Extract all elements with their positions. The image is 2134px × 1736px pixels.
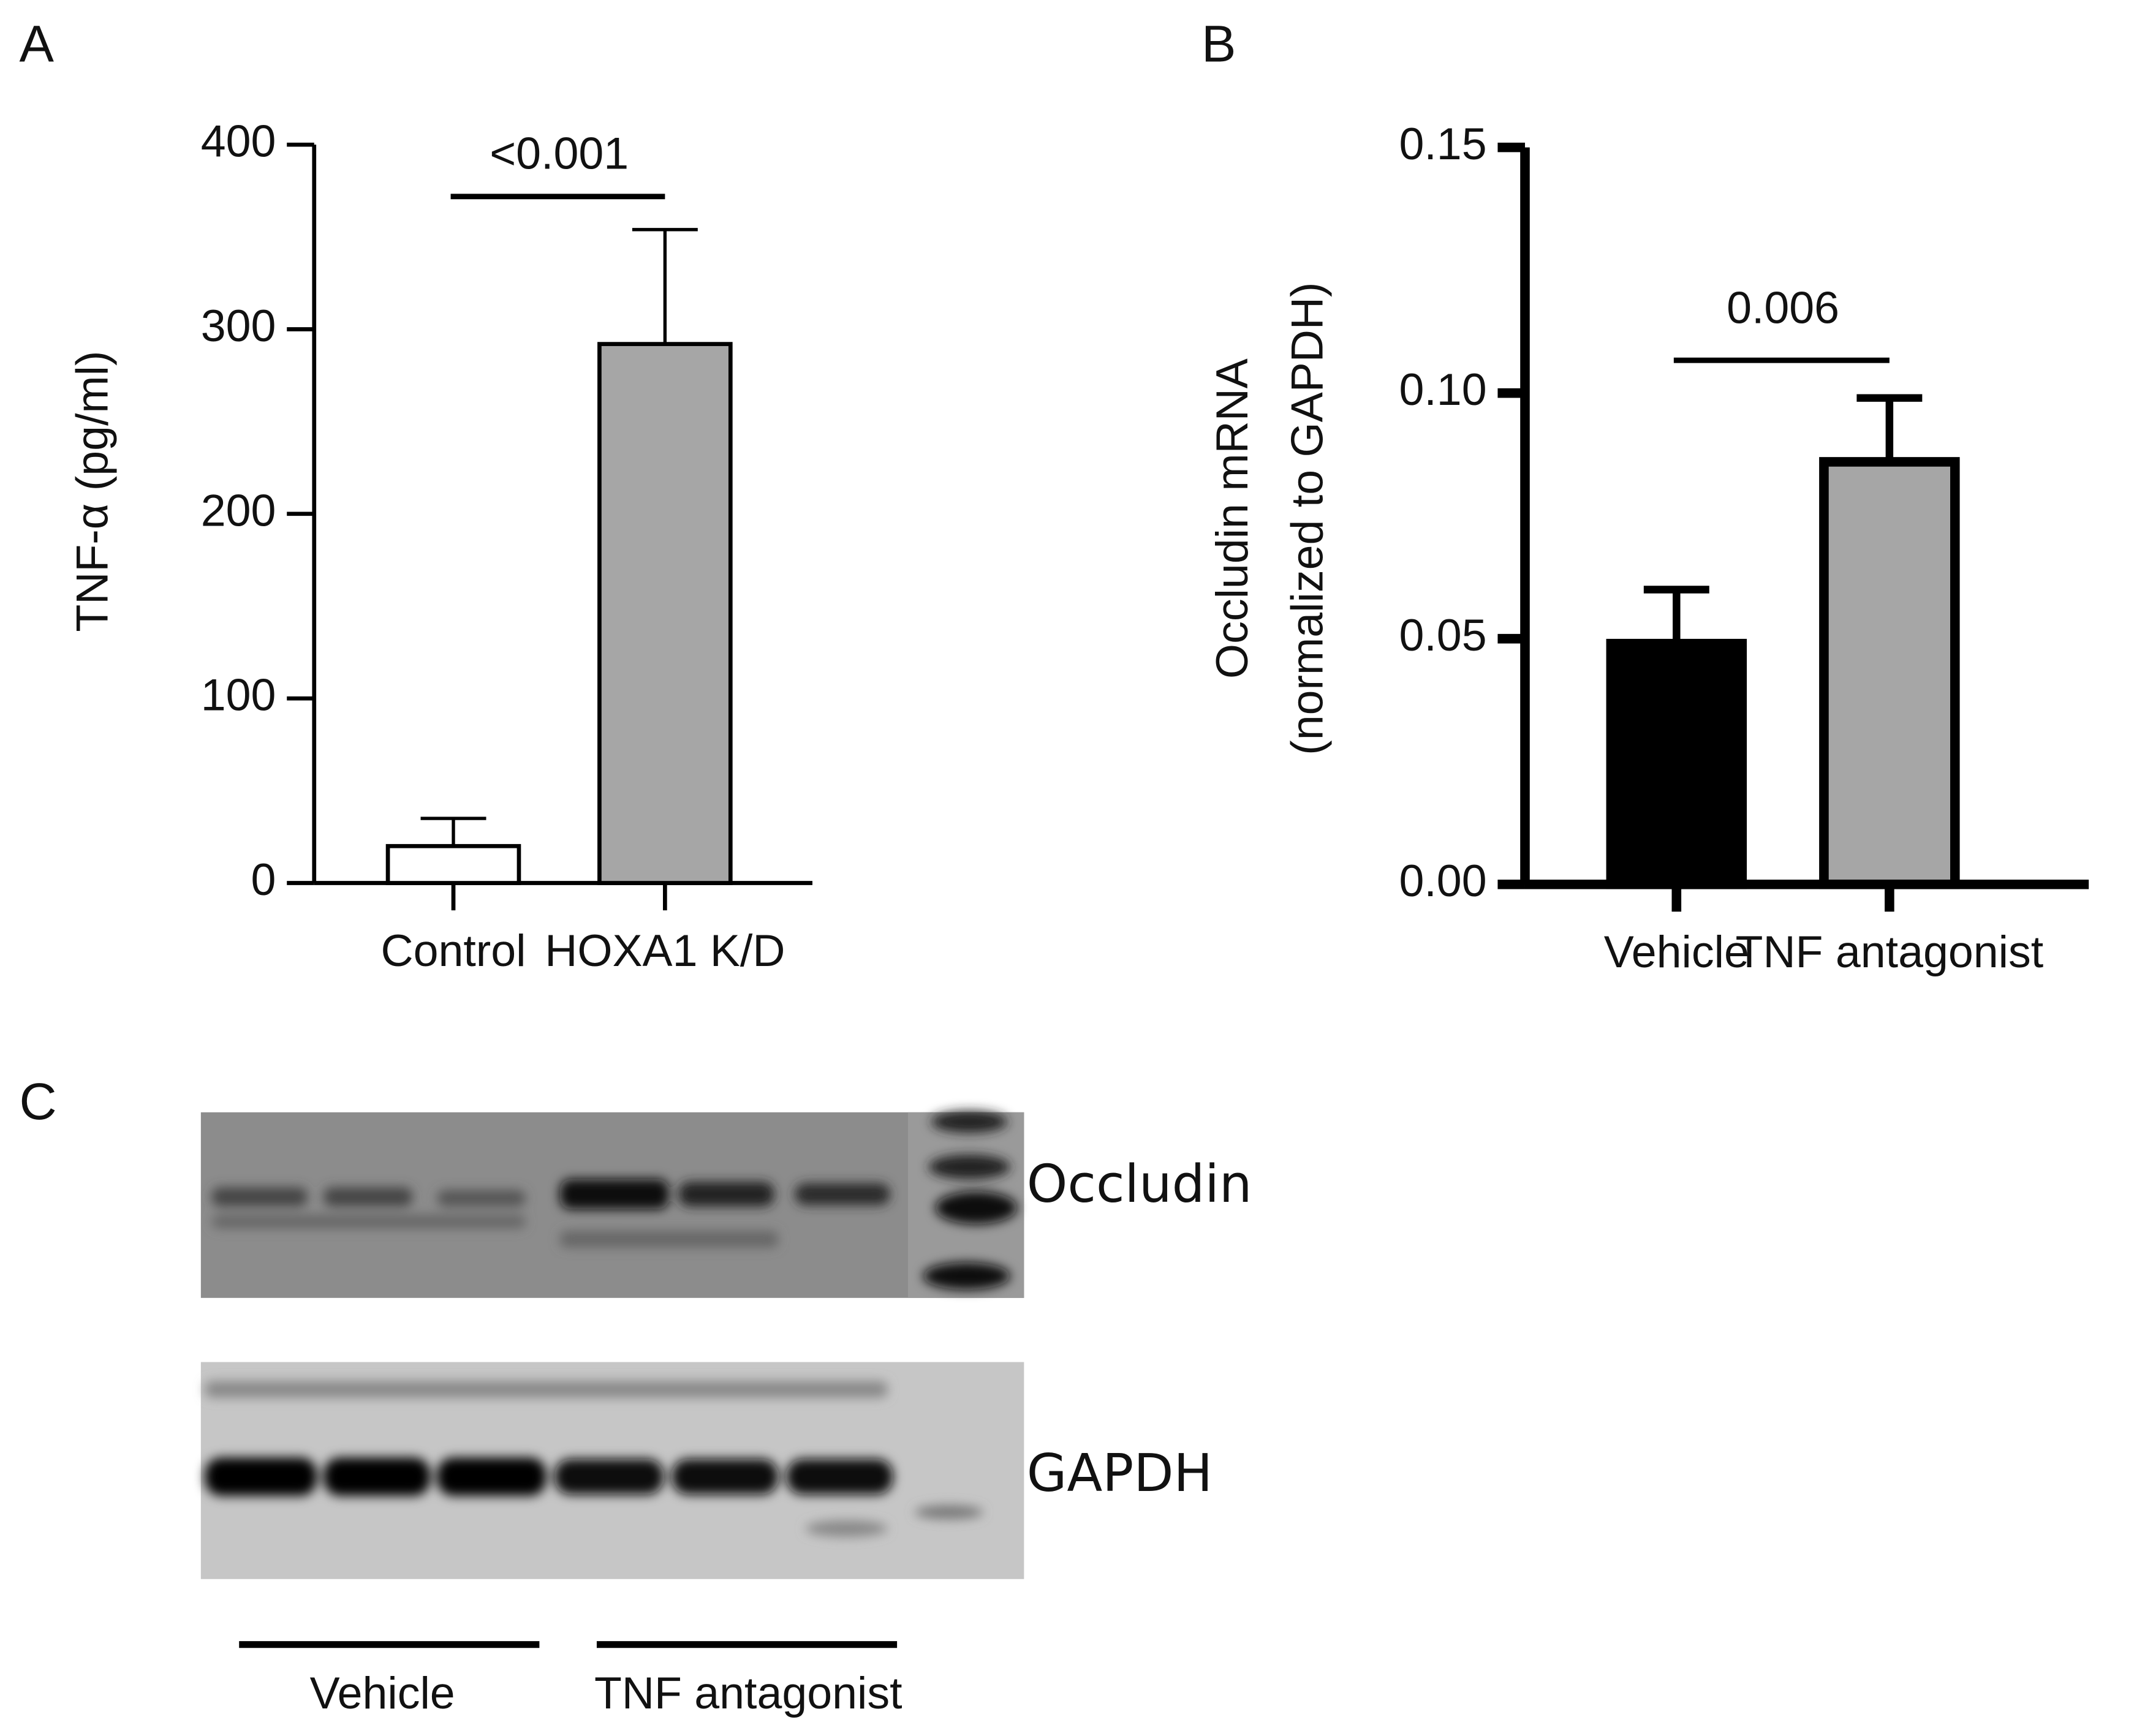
- significance-label: <0.001: [490, 128, 629, 179]
- y-tick-label: 0.10: [1399, 364, 1487, 415]
- y-axis-label: Occludin mRNA: [1206, 358, 1257, 679]
- band-label: Occludin: [1027, 1153, 1252, 1214]
- x-tick-label: TNF antagonist: [1736, 926, 2044, 977]
- y-axis-label: TNF-α (pg/ml): [67, 351, 118, 632]
- group-label: TNF antagonist: [594, 1667, 902, 1718]
- y-tick-label: 300: [201, 300, 276, 351]
- group-label: Vehicle: [310, 1667, 455, 1718]
- panel-label: C: [20, 1072, 57, 1130]
- band-label: GAPDH: [1027, 1443, 1213, 1503]
- bar: [1819, 457, 1960, 889]
- y-tick-label: 0.00: [1399, 855, 1487, 906]
- x-tick-label: HOXA1 K/D: [545, 925, 785, 976]
- blot-gapdh: [200, 1362, 1024, 1579]
- y-tick-label: 0.05: [1399, 609, 1487, 660]
- y-tick-label: 0: [251, 854, 276, 905]
- x-tick-label: Control: [381, 925, 526, 976]
- significance-label: 0.006: [1727, 282, 1839, 333]
- y-tick-label: 0.15: [1399, 118, 1487, 169]
- bar: [597, 342, 733, 885]
- panel-label: A: [20, 14, 55, 72]
- x-tick-label: Vehicle: [1604, 926, 1749, 977]
- y-tick-label: 100: [201, 670, 276, 720]
- bar: [1606, 638, 1747, 889]
- y-axis-label: (normalized to GAPDH): [1282, 282, 1333, 755]
- bar: [385, 843, 521, 885]
- y-tick-label: 200: [201, 485, 276, 535]
- panel-label: B: [1201, 14, 1236, 72]
- y-tick-label: 400: [201, 116, 276, 167]
- blot-occludin: [200, 1111, 1024, 1298]
